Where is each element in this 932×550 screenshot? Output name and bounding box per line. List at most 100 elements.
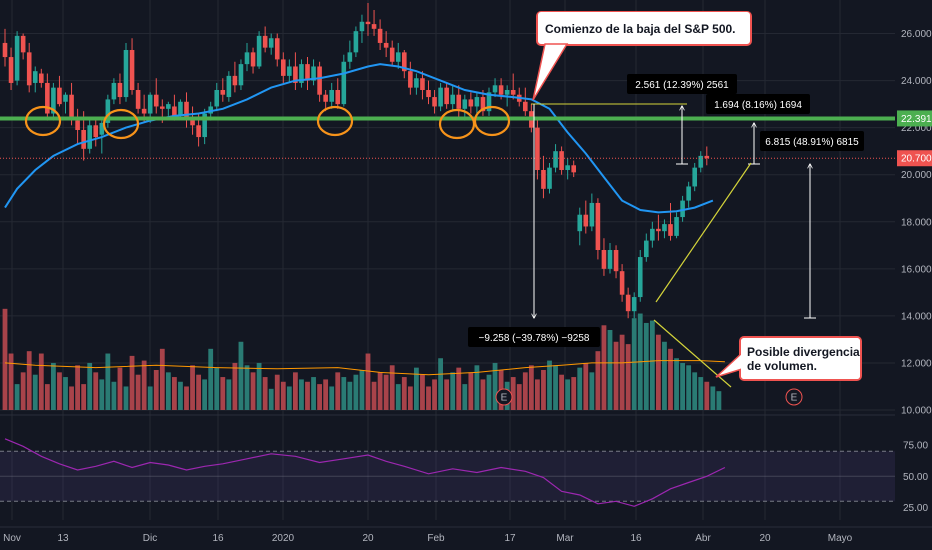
volume-bar: [468, 372, 474, 410]
volume-bar: [353, 374, 359, 410]
volume-bar: [262, 377, 268, 410]
volume-bar: [480, 379, 486, 410]
callout-top-pointer: [532, 43, 569, 101]
volume-bar: [407, 386, 413, 410]
volume-bar: [20, 372, 26, 410]
volume-bar: [680, 362, 685, 410]
candle-body: [141, 108, 147, 114]
volume-bar: [87, 362, 93, 410]
volume-bar: [583, 362, 589, 410]
volume-bar: [26, 351, 32, 410]
support-circle: [473, 105, 511, 137]
candle-body: [668, 224, 673, 236]
volume-bar: [571, 377, 577, 410]
candle-body: [692, 167, 697, 187]
candle-body: [111, 82, 117, 100]
candle-body: [220, 90, 226, 95]
measure-label-bg: [627, 74, 737, 94]
volume-bar: [607, 330, 613, 410]
candle-body: [631, 297, 637, 312]
volume-bar: [38, 353, 44, 410]
date-tick-label: 20: [759, 533, 771, 544]
volume-bar: [444, 379, 450, 410]
volume-bar: [44, 384, 50, 410]
candle-body: [147, 94, 153, 114]
volume-bar: [280, 381, 286, 410]
measure-label-bg: [706, 94, 810, 114]
candle-body: [474, 97, 480, 107]
candle-body: [347, 52, 353, 62]
volume-bar: [220, 377, 226, 410]
price-tick-label: 26.000: [901, 29, 932, 40]
volume-bar: [401, 377, 407, 410]
candle-body: [299, 64, 304, 83]
candle-body: [541, 170, 546, 189]
candle-body: [432, 97, 437, 107]
price-tick-label: 22.000: [901, 123, 932, 134]
candle-body: [202, 113, 207, 138]
volume-bar: [244, 365, 250, 410]
volume-bar: [492, 362, 498, 410]
candle-body: [196, 125, 201, 138]
volume-bar: [456, 367, 462, 410]
volume-bar: [317, 384, 322, 410]
volume-bar: [99, 379, 105, 410]
volume-bar: [559, 374, 564, 410]
candle-body: [87, 125, 92, 149]
price-tick-label: 16.000: [901, 264, 932, 275]
candle-body: [244, 52, 250, 65]
earnings-event-label: E: [791, 393, 798, 404]
candle-body: [377, 28, 383, 43]
volume-bar: [111, 381, 117, 410]
candle-body: [395, 52, 401, 62]
volume-bar: [147, 386, 153, 410]
price-tick-label: 14.000: [901, 311, 932, 322]
volume-bar: [674, 358, 679, 410]
volume-bar: [662, 341, 667, 410]
volume-bar: [214, 367, 220, 410]
candle-body: [674, 217, 679, 236]
volume-bar: [81, 384, 87, 410]
candle-body: [262, 35, 268, 48]
volume-bar: [383, 374, 389, 410]
uptrend-line: [655, 162, 752, 303]
annotations: 2.561 (12.39%) 2561 1.694 (8.16%) 1694 6.8…: [24, 11, 864, 406]
volume-bar: [14, 384, 20, 410]
candle-body: [184, 101, 189, 119]
volume-bar: [2, 308, 8, 410]
candle-body: [160, 106, 165, 109]
date-tick-label: Feb: [427, 533, 445, 544]
volume-bar: [450, 372, 456, 410]
volume-bar: [268, 388, 274, 410]
candle-body: [26, 52, 32, 86]
candle-body: [153, 94, 159, 107]
candle-body: [99, 122, 105, 135]
candle-body: [172, 106, 177, 116]
volume-bar: [135, 374, 141, 410]
candle-body: [268, 38, 274, 48]
volume-bar: [153, 370, 159, 410]
candle-body: [14, 35, 20, 81]
candle-body: [408, 71, 413, 88]
candle-body: [81, 130, 86, 149]
volume-bar: [190, 365, 195, 410]
measure-label: 1.694 (8.16%) 1694: [714, 100, 802, 111]
candle-body: [20, 35, 26, 53]
price-tick-label: 10.000: [901, 406, 932, 417]
candle-body: [323, 94, 328, 102]
callout-top-fill: [538, 12, 750, 43]
candle-body: [335, 90, 341, 105]
candles: [2, 2, 710, 319]
candle-body: [8, 57, 14, 83]
volume-bar: [414, 367, 419, 410]
candle-body: [523, 101, 528, 112]
candle-body: [504, 90, 510, 95]
candle-body: [123, 50, 129, 98]
volume-bar: [184, 386, 189, 410]
date-axis[interactable]: Nov 13 Dic 16 2020 20 Feb 17 Mar 16 Abr 20 Mayo: [0, 526, 932, 550]
candle-body: [426, 90, 431, 98]
volume-bar: [274, 374, 280, 410]
volume-bar: [420, 374, 425, 410]
price-axis[interactable]: 26.000 24.000 22.000 20.000 18.000 16.000 14.0…: [895, 0, 932, 550]
